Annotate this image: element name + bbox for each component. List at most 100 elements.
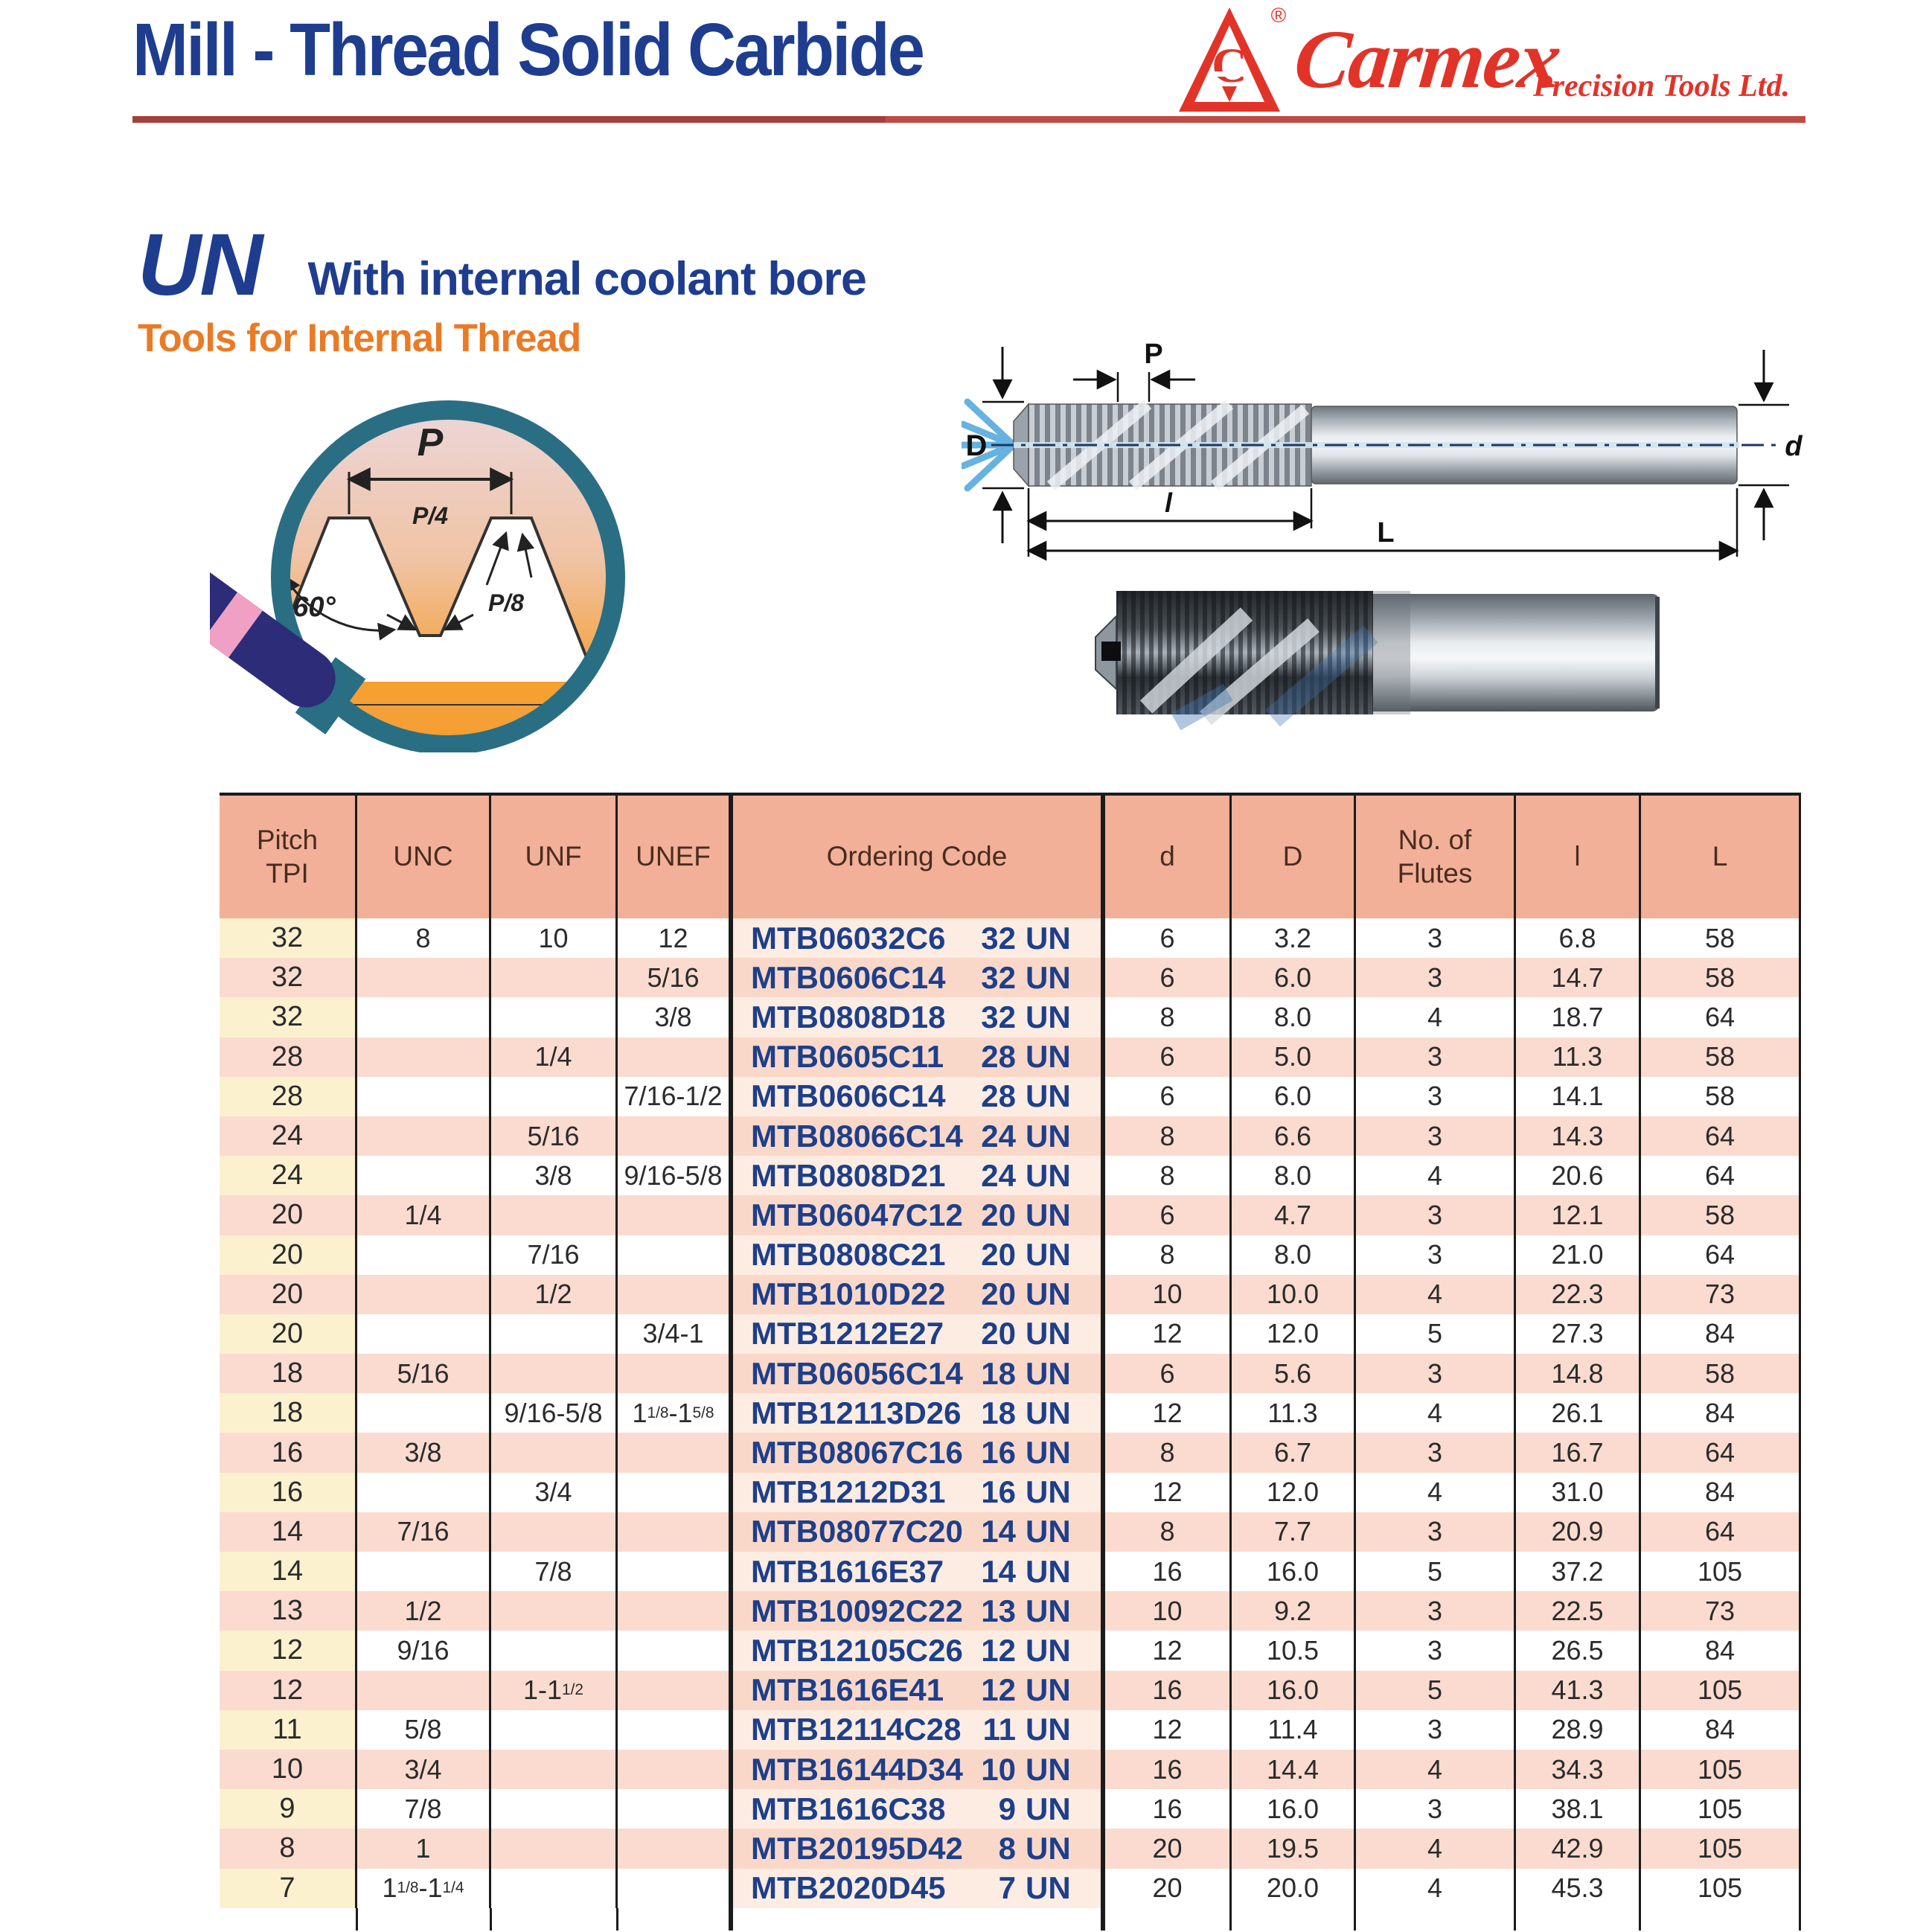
table-row: 12 9/16 MTB12105C26 12 UN 12 10.5 3 26.5 84: [220, 1631, 1801, 1671]
p4-label: P/4: [412, 502, 448, 529]
cell-L: 64: [1641, 1116, 1801, 1157]
ordering-code: MTB1212E27: [751, 1316, 944, 1352]
cell-D: 5.0: [1232, 1037, 1356, 1077]
cell-l: 38.1: [1516, 1789, 1641, 1829]
col-header-flutes: No. of Flutes: [1356, 796, 1516, 918]
dim-l-label: l: [1165, 487, 1173, 518]
table-row: 20 3/4-1 MTB1212E27 20 UN 12 12.0 5 27.3 84: [220, 1314, 1801, 1354]
cell-flutes: 3: [1356, 1631, 1516, 1671]
cell-unf: 7/8: [491, 1552, 618, 1592]
cell-D: 12.0: [1232, 1472, 1356, 1512]
ordering-code: MTB2020D45: [751, 1870, 946, 1906]
cell-flutes: 5: [1356, 1314, 1516, 1354]
cell-unf: [491, 1433, 618, 1473]
cell-d: 12: [1105, 1709, 1232, 1750]
cell-unf: 5/16: [491, 1116, 618, 1157]
dim-d-label: d: [1785, 431, 1803, 462]
cell-d: 12: [1105, 1631, 1232, 1671]
ordering-size-un: UN: [1026, 920, 1071, 956]
table-line-stub: [356, 1908, 358, 1931]
cell-flutes: 4: [1356, 1868, 1516, 1908]
cell-d: 20: [1105, 1829, 1232, 1869]
cell-unef: [618, 1829, 733, 1869]
ordering-size-num: 18: [981, 1355, 1016, 1391]
cell-tpi: 14: [220, 1512, 357, 1552]
table-row: 20 7/16 MTB0808C21 20 UN 8 8.0 3 21.0 64: [220, 1235, 1801, 1275]
cell-flutes: 4: [1356, 1472, 1516, 1512]
cell-unf: [491, 1076, 618, 1116]
cell-l: 26.5: [1516, 1631, 1641, 1671]
cell-D: 16.0: [1232, 1789, 1356, 1829]
cell-l: 41.3: [1516, 1670, 1641, 1710]
logo-letter: C: [1212, 39, 1247, 93]
cell-tpi: 10: [220, 1749, 357, 1790]
ordering-size-un: UN: [1026, 1039, 1071, 1075]
cell-unc: [357, 1156, 491, 1196]
cell-unf: [491, 1314, 618, 1354]
cell-code: MTB0808D18 32 UN: [733, 997, 1105, 1037]
cell-D: 8.0: [1232, 1156, 1356, 1196]
cell-unef: 1 1/8 -1 5/8: [618, 1393, 733, 1433]
cell-flutes: 3: [1356, 918, 1516, 959]
section-heading: UN With internal coolant bore: [138, 214, 867, 316]
cell-tpi: 16: [220, 1472, 357, 1512]
table-row: 7 1 1/8 -1 1/4 MTB2020D45 7 UN 20 20.0 4 45.3 105: [220, 1868, 1801, 1908]
ordering-code: MTB0605C11: [751, 1039, 944, 1075]
spec-table: Pitch TPI UNC UNF UNEF Ordering Code d D…: [220, 793, 1801, 1908]
cell-unef: [618, 1354, 733, 1394]
cell-flutes: 3: [1356, 1195, 1516, 1235]
col-header-L: L: [1641, 796, 1801, 918]
ordering-code: MTB1616E41: [751, 1672, 944, 1708]
cell-d: 12: [1105, 1393, 1232, 1433]
cell-unef: [618, 1195, 733, 1235]
cell-unef: [618, 1670, 733, 1710]
ordering-size-num: 14: [981, 1514, 1016, 1549]
cell-unc: 3/4: [357, 1749, 491, 1790]
ordering-size-num: 11: [982, 1712, 1016, 1747]
cell-d: 10: [1105, 1274, 1232, 1314]
ordering-code: MTB10092C22: [751, 1593, 963, 1628]
cell-L: 84: [1641, 1472, 1801, 1512]
ordering-size-num: 13: [981, 1593, 1016, 1628]
ordering-size-un: UN: [1026, 1237, 1071, 1273]
cell-D: 6.7: [1232, 1433, 1356, 1473]
cell-unf: [491, 1195, 618, 1235]
cell-d: 8: [1105, 1116, 1232, 1157]
cell-tpi: 13: [220, 1591, 357, 1631]
table-row: 32 8 10 12 MTB06032C6 32 UN 6 3.2 3 6.8 58: [220, 918, 1801, 959]
ordering-code: MTB1616E37: [751, 1553, 944, 1589]
ordering-size-num: 24: [981, 1157, 1016, 1193]
cell-unf: [491, 1631, 618, 1671]
cell-d: 6: [1105, 1076, 1232, 1116]
ordering-size-num: 12: [981, 1632, 1016, 1668]
cell-unf: 1/2: [491, 1274, 618, 1314]
table-row: 20 1/2 MTB1010D22 20 UN 10 10.0 4 22.3 73: [220, 1274, 1801, 1314]
cell-flutes: 3: [1356, 1076, 1516, 1116]
cell-code: MTB12113D26 18 UN: [733, 1393, 1105, 1433]
cell-code: MTB0606C14 28 UN: [733, 1076, 1105, 1116]
ordering-size-un: UN: [1026, 1276, 1071, 1312]
col-header-unf: UNF: [491, 796, 618, 918]
col-header-l: l: [1516, 796, 1641, 918]
ordering-size-un: UN: [1026, 1672, 1071, 1708]
cell-unef: [618, 1709, 733, 1750]
cell-d: 8: [1105, 1512, 1232, 1552]
cell-d: 6: [1105, 1195, 1232, 1235]
table-row: 10 3/4 MTB16144D34 10 UN 16 14.4 4 34.3 105: [220, 1749, 1801, 1790]
cell-unc: 1/2: [357, 1591, 491, 1631]
cell-tpi: 12: [220, 1670, 357, 1710]
ordering-size-num: 7: [998, 1870, 1016, 1906]
cell-unef: 5/16: [618, 958, 733, 998]
cell-d: 12: [1105, 1314, 1232, 1354]
cell-d: 16: [1105, 1789, 1232, 1829]
ordering-code: MTB06047C12: [751, 1197, 963, 1232]
cell-code: MTB08067C16 16 UN: [733, 1433, 1105, 1473]
ordering-size-num: 18: [981, 1395, 1016, 1430]
cell-l: 34.3: [1516, 1749, 1641, 1790]
cell-unf: [491, 1709, 618, 1750]
cell-unf: [491, 1591, 618, 1631]
cell-tpi: 20: [220, 1274, 357, 1314]
col-header-unc: UNC: [357, 796, 491, 918]
table-header-row: Pitch TPI UNC UNF UNEF Ordering Code d D…: [220, 796, 1801, 918]
cell-code: MTB0605C11 28 UN: [733, 1037, 1105, 1077]
